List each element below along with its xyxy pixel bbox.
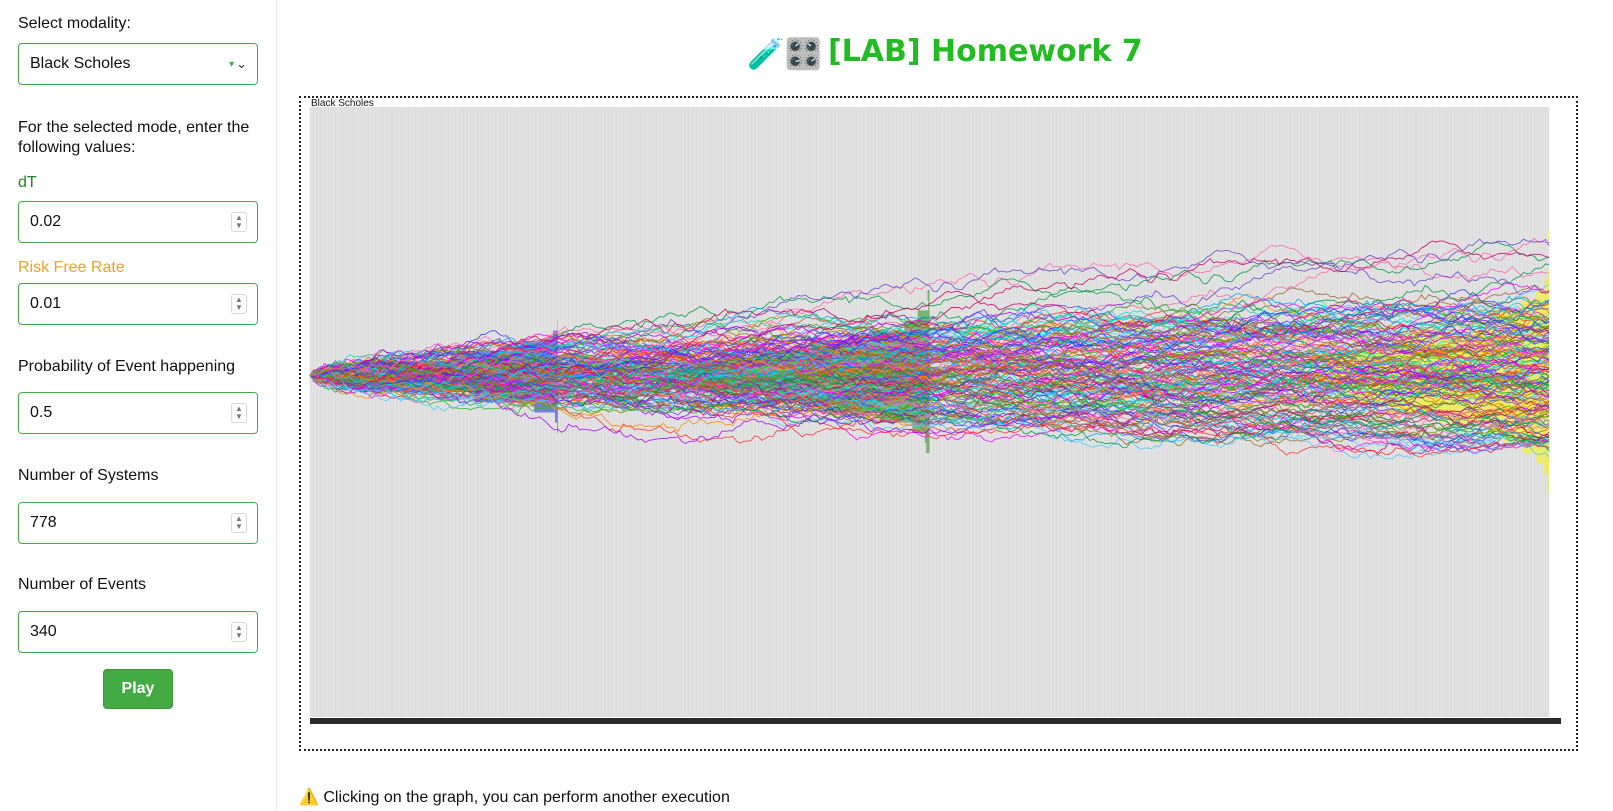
risk-free-rate-value: 0.01 — [30, 295, 62, 312]
systems-input[interactable]: 778 ▲ ▼ — [18, 502, 258, 544]
select-arrows-icon: ▾ — [229, 58, 235, 70]
histogram-bar — [1548, 269, 1549, 281]
warning-message: ⚠️ Clicking on the graph, you can perfor… — [299, 787, 730, 807]
simulation-path — [309, 365, 1550, 458]
stepper-icon[interactable]: ▲ ▼ — [231, 622, 247, 642]
histogram-bar — [1548, 229, 1549, 240]
simulation-path — [309, 345, 1550, 407]
chart-title: Black Scholes — [311, 98, 374, 109]
risk-free-rate-input[interactable]: 0.01 ▲ ▼ — [18, 283, 258, 325]
histogram-bar — [872, 330, 930, 342]
simulation-path — [309, 358, 1550, 404]
chart-svg[interactable]: Black Scholes — [301, 98, 1576, 749]
histogram-bar — [450, 351, 558, 362]
simulation-path — [309, 371, 1550, 429]
simulation-path — [309, 326, 1550, 397]
risk-free-rate-label: Risk Free Rate — [18, 259, 125, 276]
histogram-bar — [1536, 452, 1549, 464]
warning-icon: ⚠️ — [299, 789, 319, 806]
simulation-path — [309, 362, 1550, 414]
lab-icon: 🧪🎛️ — [747, 37, 822, 72]
simulation-path — [309, 374, 1550, 460]
simulation-path — [309, 341, 1550, 401]
histogram-bar — [1522, 442, 1549, 454]
simulation-path — [309, 373, 1550, 403]
simulation-path — [309, 367, 1550, 452]
simulation-path — [309, 299, 1550, 390]
stepper-icon[interactable]: ▲ ▼ — [231, 294, 247, 314]
modality-value: Black Scholes — [30, 55, 131, 72]
simulation-path — [309, 298, 1550, 379]
play-button[interactable]: Play — [103, 669, 173, 709]
histogram-bar — [1548, 473, 1549, 484]
systems-value: 778 — [30, 514, 57, 531]
modality-label: Select modality: — [18, 15, 131, 32]
simulation-path — [309, 364, 1550, 458]
simulation-path — [309, 368, 1550, 433]
probability-value: 0.5 — [30, 404, 53, 421]
page-title-text: [LAB] Homework 7 — [827, 34, 1143, 69]
simulation-path — [309, 326, 1550, 389]
simulation-path — [309, 323, 1550, 397]
sidebar: Select modality: Black Scholes ▾ ⌄ For t… — [0, 0, 277, 811]
simulation-path — [309, 238, 1550, 377]
chevron-down-icon: ⌄ — [236, 56, 247, 71]
x-axis-strip — [310, 718, 1561, 724]
simulation-path — [309, 350, 1550, 413]
dt-label: dT — [18, 174, 37, 191]
histogram-bar — [927, 290, 930, 301]
simulation-path — [309, 312, 1550, 378]
stepper-icon[interactable]: ▲ ▼ — [231, 212, 247, 232]
simulation-paths — [309, 237, 1550, 460]
simulation-path — [309, 369, 1550, 440]
instructions-text: For the selected mode, enter the followi… — [18, 119, 250, 156]
simulation-path — [309, 240, 1550, 389]
simulation-path — [309, 306, 1550, 377]
x-axis-ticks — [310, 718, 1561, 724]
page-title: 🧪🎛️ [LAB] Homework 7 — [277, 34, 1613, 72]
simulation-path — [309, 328, 1550, 389]
warning-text: Clicking on the graph, you can perform a… — [323, 789, 730, 806]
histogram-bar — [1543, 462, 1549, 474]
dt-input[interactable]: 0.02 ▲ ▼ — [18, 201, 258, 243]
histogram-bar — [917, 310, 930, 321]
stepper-icon[interactable]: ▲ ▼ — [231, 513, 247, 533]
histogram-bar — [1322, 361, 1549, 372]
histogram-bar — [926, 442, 930, 454]
modality-select[interactable]: Black Scholes ▾ ⌄ — [18, 43, 258, 85]
simulation-path — [309, 325, 1550, 378]
probability-input[interactable]: 0.5 ▲ ▼ — [18, 392, 258, 434]
histogram-bar — [555, 412, 558, 423]
simulation-path — [309, 333, 1550, 393]
simulation-path — [309, 289, 1550, 381]
simulation-path — [309, 303, 1550, 385]
histogram-bar — [1328, 381, 1549, 393]
simulation-chart[interactable]: Black Scholes — [299, 96, 1578, 751]
probability-label: Probability of Event happening — [18, 358, 236, 375]
histogram-bar — [924, 432, 930, 443]
histogram-bar — [1548, 483, 1549, 494]
dt-value: 0.02 — [30, 213, 62, 230]
simulation-path — [309, 329, 1550, 381]
histogram-bar — [557, 422, 558, 433]
simulation-path — [309, 316, 1550, 391]
events-label: Number of Events — [18, 576, 147, 593]
simulation-path — [309, 305, 1550, 385]
events-value: 340 — [30, 623, 57, 640]
simulation-path — [309, 322, 1550, 407]
histogram-bar — [1536, 290, 1549, 301]
stepper-icon[interactable]: ▲ ▼ — [231, 403, 247, 423]
systems-label: Number of Systems — [18, 467, 159, 484]
main-area: 🧪🎛️ [LAB] Homework 7 Black Scholes ⚠️ Cli… — [277, 0, 1613, 811]
simulation-path — [309, 359, 1550, 440]
simulation-path — [309, 320, 1550, 396]
histogram-bar — [810, 340, 930, 352]
events-input[interactable]: 340 ▲ ▼ — [18, 611, 258, 653]
